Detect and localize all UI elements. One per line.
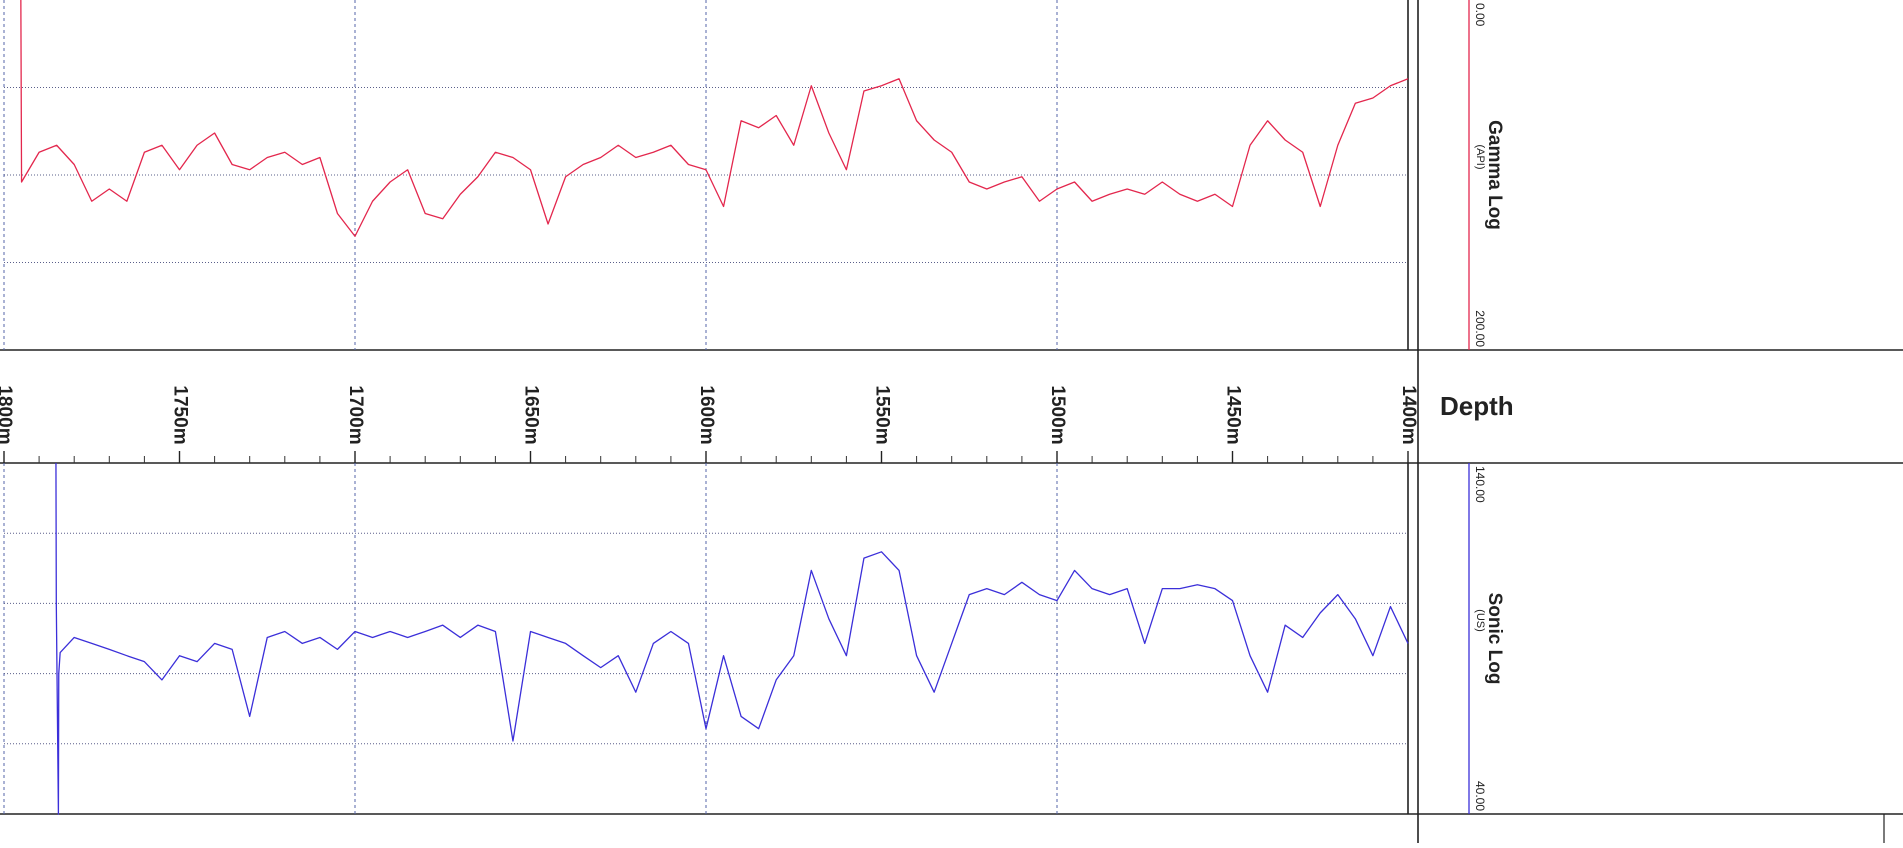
scale-label: 200.00 xyxy=(1473,310,1487,347)
depth-tick-label: 1750m xyxy=(169,385,190,444)
depth-tick-label: 1450m xyxy=(1222,385,1243,444)
depth-tick-label: 1500m xyxy=(1047,385,1068,444)
track-unit: (API) xyxy=(1474,144,1486,169)
depth-tick-label: 1650m xyxy=(520,385,541,444)
log-curve xyxy=(55,462,1409,815)
log-curve xyxy=(20,0,1409,237)
depth-label: Depth xyxy=(1440,391,1514,421)
track-title: Sonic Log xyxy=(1484,593,1505,685)
depth-tick-label: 1600m xyxy=(696,385,717,444)
depth-tick-label: 1400m xyxy=(1398,385,1419,444)
track-unit: (US) xyxy=(1474,609,1486,632)
depth-tick-label: 1550m xyxy=(871,385,892,444)
scale-label: 0.00 xyxy=(1473,3,1487,27)
depth-tick-label: 1700m xyxy=(345,385,366,444)
scale-label: 40.00 xyxy=(1473,781,1487,811)
track-title: Gamma Log xyxy=(1484,120,1505,230)
scale-label: 140.00 xyxy=(1473,466,1487,503)
depth-tick-label: 1800m xyxy=(0,385,15,444)
